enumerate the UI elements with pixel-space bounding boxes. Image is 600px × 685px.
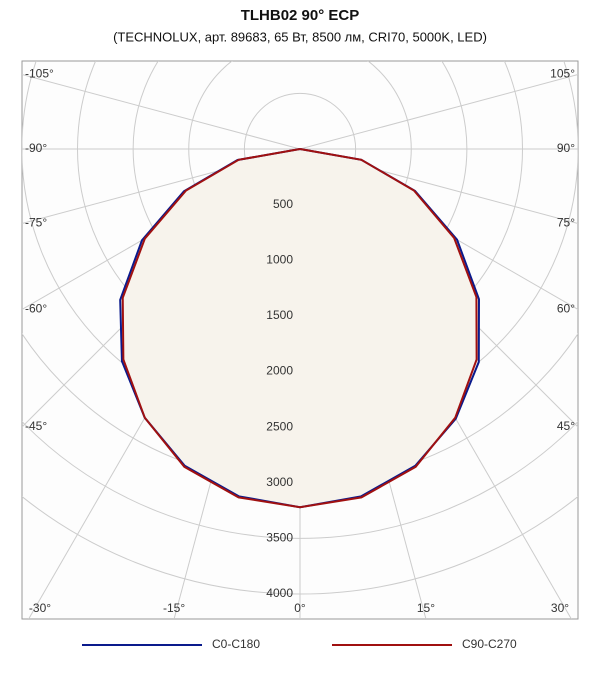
r-tick-label: 4000	[266, 586, 293, 600]
grid-ray	[22, 74, 301, 150]
curve	[121, 148, 478, 509]
angle-tick-label: -45°	[25, 419, 47, 433]
curve-fill	[122, 149, 477, 508]
chart-subtitle: (TECHNOLUX, арт. 89683, 65 Вт, 8500 лм, …	[113, 29, 487, 44]
angle-tick-label: 105°	[550, 67, 575, 81]
angle-tick-label: -90°	[25, 141, 47, 155]
legend-label: C90-C270	[462, 637, 517, 651]
r-tick-label: 3000	[266, 475, 293, 489]
grid-ray	[299, 74, 578, 150]
angle-tick-label: 75°	[557, 216, 575, 230]
angle-tick-label: -15°	[163, 601, 185, 615]
angle-tick-label: 15°	[417, 601, 435, 615]
angle-tick-label: 30°	[551, 601, 569, 615]
r-tick-label: 500	[273, 197, 293, 211]
legend-label: C0-C180	[212, 637, 260, 651]
r-tick-label: 2500	[266, 419, 293, 433]
curves	[119, 148, 480, 509]
angle-tick-label: -30°	[29, 601, 51, 615]
chart-title: TLHB02 90° ECP	[241, 7, 360, 24]
angle-tick-label: -75°	[25, 216, 47, 230]
labels: 500 1000 1500 2000 2500 3000 3500 4000 -105° -90°…	[25, 67, 575, 615]
angle-tick-label: -60°	[25, 302, 47, 316]
angle-tick-label: 90°	[557, 141, 575, 155]
angle-tick-label: -105°	[25, 67, 54, 81]
angle-tick-label: 45°	[557, 419, 575, 433]
angle-tick-label: 0°	[294, 601, 306, 615]
r-tick-label: 1500	[266, 308, 293, 322]
r-tick-label: 2000	[266, 364, 293, 378]
angle-tick-label: 60°	[557, 302, 575, 316]
r-tick-label: 1000	[266, 252, 293, 266]
r-tick-label: 3500	[266, 531, 293, 545]
